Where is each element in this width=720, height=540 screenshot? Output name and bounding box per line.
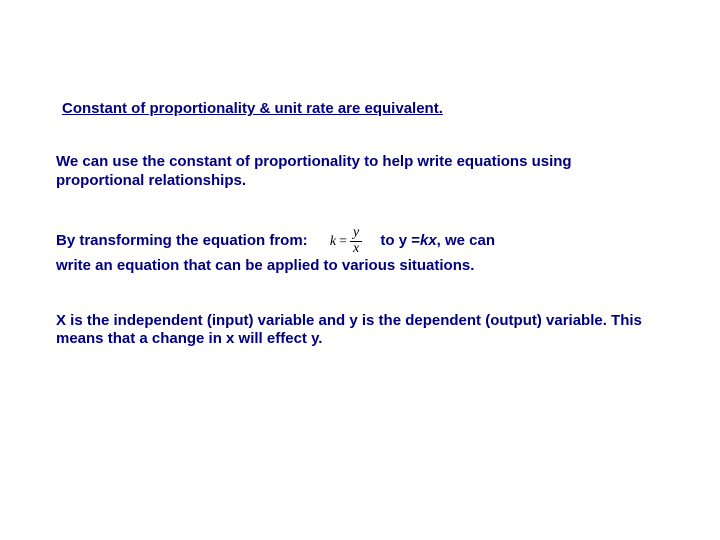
formula-numerator: y <box>350 226 362 242</box>
formula-denominator: x <box>350 242 362 257</box>
formula-k-equals-y-over-x: k=yx <box>330 226 362 256</box>
transform-lead-text: By transforming the equation from: <box>56 232 308 251</box>
paragraph-transform: By transforming the equation from: k=yx … <box>56 226 664 275</box>
transform-after-post: , we can <box>437 232 495 251</box>
formula-variable-k: k <box>330 233 339 251</box>
title-heading: Constant of proportionality & unit rate … <box>62 100 664 119</box>
formula-fraction: yx <box>350 226 362 256</box>
transform-line2: write an equation that can be applied to… <box>56 257 474 276</box>
slide: Constant of proportionality & unit rate … <box>0 0 720 540</box>
transform-after-italic: kx <box>420 232 437 251</box>
paragraph-intro: We can use the constant of proportionali… <box>56 153 664 191</box>
formula-equals-sign: = <box>339 233 350 251</box>
transform-after-pre: to y = <box>380 232 420 251</box>
paragraph-variables: X is the independent (input) variable an… <box>56 312 664 350</box>
